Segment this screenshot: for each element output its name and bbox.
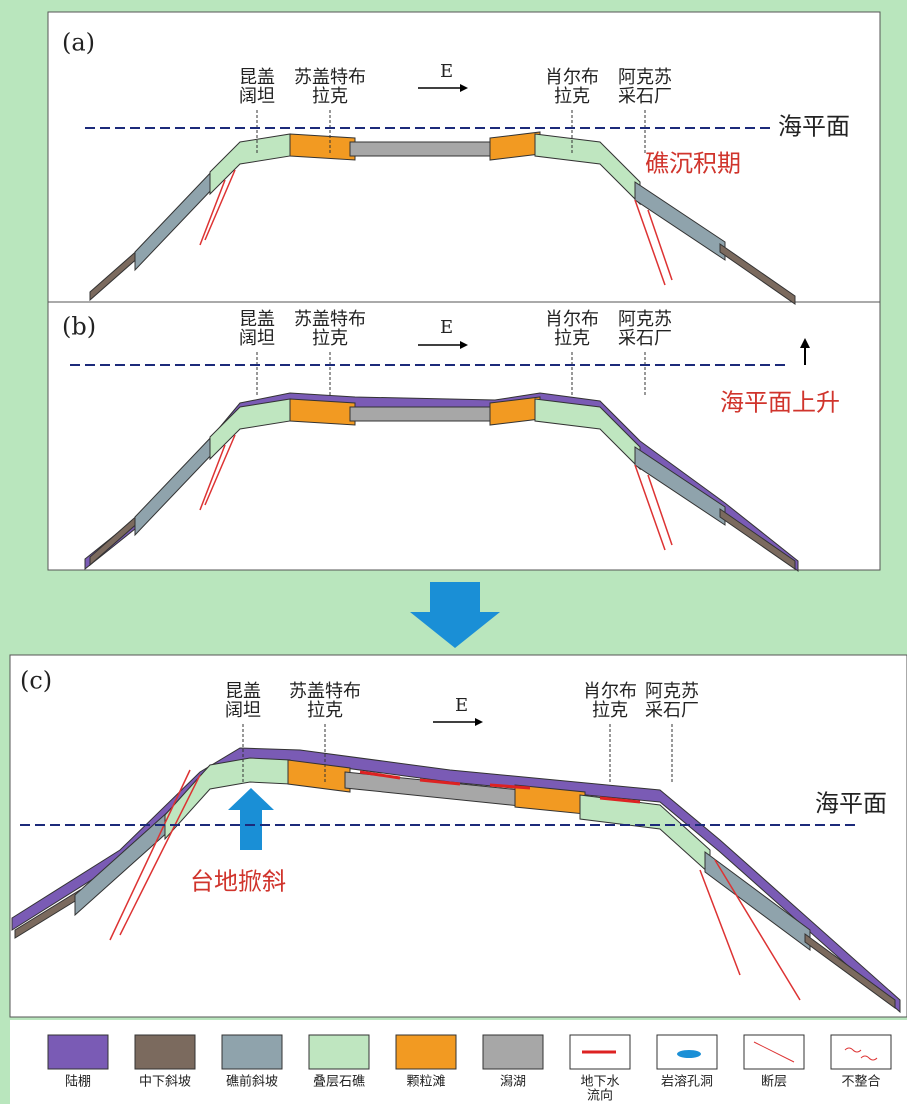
legend-label: 断层: [761, 1075, 787, 1090]
site-name: 阔坦: [239, 86, 275, 107]
site-name: 采石厂: [618, 328, 672, 349]
direction: E: [440, 317, 453, 338]
panel-label: (c): [20, 667, 52, 695]
site-name: 苏盖特布: [289, 681, 361, 702]
legend-label: 流向: [587, 1088, 613, 1104]
site-name: 苏盖特布: [294, 67, 366, 88]
legend-label: 不整合: [841, 1075, 880, 1090]
stage-label: 海平面上升: [720, 389, 840, 417]
site-name: 拉克: [592, 700, 628, 721]
site-name: 昆盖: [239, 67, 275, 88]
direction: E: [455, 695, 468, 716]
site-name: 阿克苏: [618, 67, 672, 88]
site-name: 肖尔布: [583, 681, 637, 702]
site-name: 阿克苏: [618, 309, 672, 330]
direction: E: [440, 61, 453, 82]
site-name: 拉克: [312, 86, 348, 107]
site-name: 阔坦: [225, 700, 261, 721]
legend-swatch: [48, 1035, 108, 1069]
site-name: 苏盖特布: [294, 309, 366, 330]
panel-label: (a): [62, 29, 95, 57]
site-name: 拉克: [554, 86, 590, 107]
site-name: 拉克: [307, 700, 343, 721]
legend-label: 礁前斜坡: [226, 1074, 278, 1090]
sea-level-label: 海平面: [815, 790, 887, 818]
diagram: (a)昆盖阔坦苏盖特布拉克肖尔布拉克阿克苏采石厂E海平面礁沉积期(b)昆盖阔坦苏…: [0, 0, 907, 1104]
panel-label: (b): [62, 313, 96, 341]
site-name: 肖尔布: [545, 67, 599, 88]
site-name: 昆盖: [225, 681, 261, 702]
legend-swatch: [135, 1035, 195, 1069]
site-name: 拉克: [312, 328, 348, 349]
lagoon: [350, 142, 495, 156]
grain-shoal: [290, 134, 355, 160]
legend-swatch: [396, 1035, 456, 1069]
legend-label: 中下斜坡: [139, 1075, 191, 1090]
legend-label: 颗粒滩: [406, 1075, 445, 1090]
sea-level-label: 海平面: [778, 113, 850, 141]
legend-label: 叠层石礁: [313, 1074, 365, 1090]
stage-label: 台地掀斜: [190, 868, 286, 896]
legend-vug: [677, 1050, 701, 1058]
site-name: 肖尔布: [545, 309, 599, 330]
legend-label: 潟湖: [500, 1075, 526, 1090]
legend-swatch: [222, 1035, 282, 1069]
site-name: 昆盖: [239, 309, 275, 330]
legend-swatch: [483, 1035, 543, 1069]
stage-label: 礁沉积期: [645, 150, 741, 178]
lagoon: [350, 407, 495, 421]
site-name: 阔坦: [239, 328, 275, 349]
legend-label: 岩溶孔洞: [661, 1075, 713, 1090]
site-name: 采石厂: [645, 700, 699, 721]
site-name: 阿克苏: [645, 681, 699, 702]
legend-swatch: [309, 1035, 369, 1069]
site-name: 采石厂: [618, 86, 672, 107]
site-name: 拉克: [554, 328, 590, 349]
panel-a: [48, 12, 880, 302]
down-arrow: [410, 582, 500, 648]
legend-label: 陆棚: [65, 1074, 91, 1090]
grain-shoal: [290, 399, 355, 425]
legend-label: 地下水: [580, 1075, 619, 1090]
legend-swatch: [831, 1035, 891, 1069]
